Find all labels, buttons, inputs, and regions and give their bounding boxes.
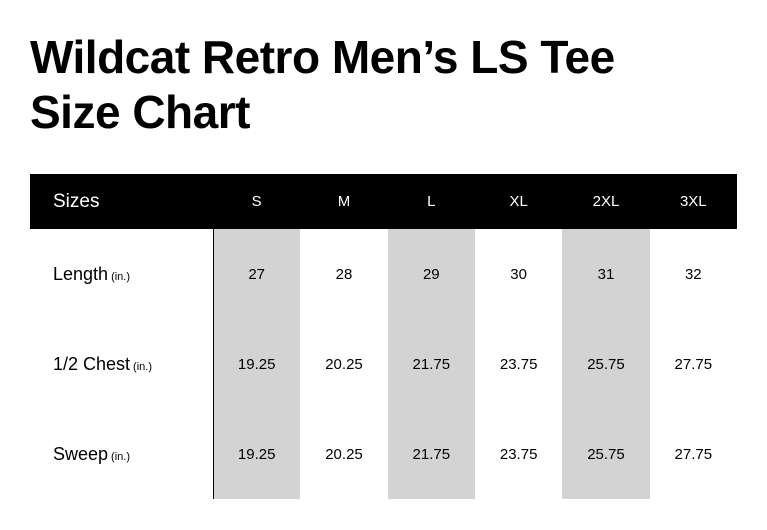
table-cell: 27.75 xyxy=(674,445,713,463)
table-cell: 28 xyxy=(335,265,353,283)
table-row: Length (in.) 27 28 29 30 31 32 xyxy=(30,229,737,319)
size-header: 2XL xyxy=(592,193,620,210)
table-cell: 20.25 xyxy=(325,445,363,463)
size-header: M xyxy=(337,193,351,210)
table-cell: 23.75 xyxy=(499,445,538,463)
table-cell: 31 xyxy=(597,265,615,283)
size-header: S xyxy=(251,193,262,210)
table-cell: 23.75 xyxy=(499,355,538,373)
column-divider xyxy=(213,229,214,499)
table-row: Sweep (in.) 19.25 20.25 21.75 23.75 25.75 27.75 xyxy=(30,409,737,499)
row-label: 1/2 Chest (in.) xyxy=(30,354,213,375)
shaded-column xyxy=(562,229,650,499)
page-title: Wildcat Retro Men’s LS Tee Size Chart xyxy=(30,30,615,140)
table-cell: 19.25 xyxy=(237,355,276,373)
row-label: Length (in.) xyxy=(30,264,213,285)
table-row: 1/2 Chest (in.) 19.25 20.25 21.75 23.75 25.75 2… xyxy=(30,319,737,409)
row-label-text: Sweep xyxy=(53,443,109,464)
row-label-text: Length xyxy=(53,263,109,284)
row-label: Sweep (in.) xyxy=(30,444,213,465)
table-cell: 20.25 xyxy=(325,355,363,373)
table-cell: 30 xyxy=(510,265,527,283)
size-header: 3XL xyxy=(679,193,707,210)
table-cell: 32 xyxy=(684,265,702,283)
table-cell: 21.75 xyxy=(412,445,451,463)
table-body: Length (in.) 27 28 29 30 31 32 1/2 Chest (in.) 19.… xyxy=(30,229,737,499)
table-cell: 27 xyxy=(248,265,265,283)
row-unit: (in.) xyxy=(111,450,130,463)
table-cell: 29 xyxy=(422,265,440,283)
table-cell: 25.75 xyxy=(587,355,625,373)
table-cell: 25.75 xyxy=(587,445,625,463)
row-unit: (in.) xyxy=(133,360,152,373)
header-label: Sizes xyxy=(53,190,100,212)
size-header: XL xyxy=(509,193,528,210)
table-header: Sizes S M L XL 2XL 3XL xyxy=(30,174,737,229)
table-cell: 27.75 xyxy=(674,355,713,373)
size-chart-table: Sizes S M L XL 2XL 3XL Length (in.) 27 28 29… xyxy=(30,174,737,499)
shaded-column xyxy=(387,229,475,499)
shaded-column xyxy=(213,229,301,499)
size-header: L xyxy=(427,193,436,210)
table-cell: 21.75 xyxy=(412,355,451,373)
table-cell: 19.25 xyxy=(237,445,276,463)
title-line-1: Wildcat Retro Men’s LS Tee xyxy=(30,31,615,83)
row-unit: (in.) xyxy=(111,270,131,283)
title-line-2: Size Chart xyxy=(30,86,250,138)
row-label-text: 1/2 Chest xyxy=(53,353,131,374)
